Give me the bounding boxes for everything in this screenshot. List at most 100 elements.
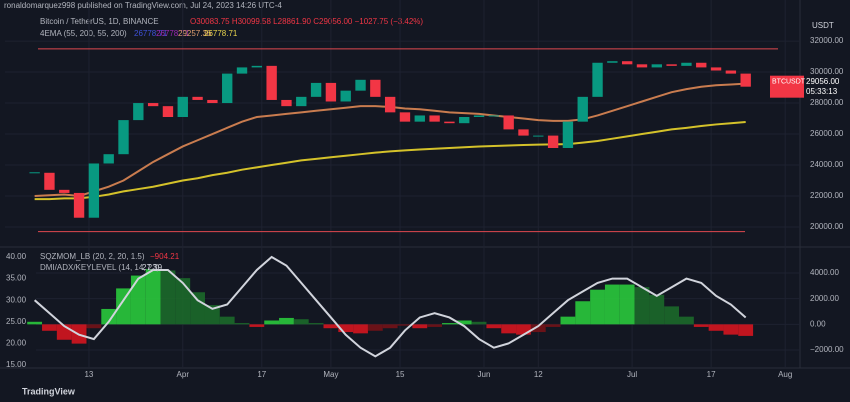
indicator-title: SQZMOM_LB (20, 2, 20, 1.5): [40, 252, 145, 261]
ema-value: 29257.36: [178, 29, 212, 38]
momentum-bar: [279, 317, 294, 325]
candle: [29, 172, 40, 174]
momentum-bar: [338, 324, 354, 333]
candle: [384, 96, 396, 113]
momentum-bar: [530, 324, 546, 333]
momentum-bar: [604, 284, 620, 325]
candle: [651, 64, 662, 68]
candle: [681, 62, 692, 66]
price-tag-symbol: BTCUSDT: [772, 79, 806, 86]
adx-line: [33, 255, 747, 358]
candle: [607, 61, 618, 63]
momentum-bar: [323, 324, 339, 329]
indicator-value: −904.21: [150, 252, 180, 261]
x-tick-label: 12: [534, 370, 543, 379]
x-tick-label: 13: [84, 370, 93, 379]
candle: [414, 115, 425, 122]
y-tick-label: 26000.00: [810, 129, 844, 138]
candle: [103, 154, 114, 164]
candle: [162, 106, 174, 117]
momentum-bar: [679, 316, 694, 325]
candle: [533, 135, 544, 137]
momentum-bar: [249, 324, 265, 327]
momentum-bar: [293, 319, 309, 325]
y-tick-label: 35.00: [6, 274, 27, 283]
momentum-bar: [86, 324, 102, 329]
y-tick-label: 40.00: [6, 252, 27, 261]
candle: [503, 115, 514, 130]
candle: [444, 121, 455, 124]
candle: [473, 115, 485, 117]
momentum-bar: [590, 289, 605, 325]
momentum-bar: [160, 270, 176, 325]
candle: [133, 103, 144, 121]
momentum-bar: [442, 323, 457, 325]
y2-tick-label: 2000.00: [810, 294, 839, 303]
candle: [725, 70, 737, 74]
x-tick-label: May: [323, 370, 338, 379]
momentum-bar: [560, 316, 576, 325]
x-tick-label: 17: [257, 370, 266, 379]
author-line: ronaldomarquez998 published on TradingVi…: [4, 1, 282, 10]
ema-value: 26778.71: [134, 29, 168, 38]
ohlc: O30083.75 H30099.58 L28861.90 C29056.00 …: [190, 17, 423, 26]
x-tick-label: 15: [396, 370, 405, 379]
momentum-bar: [116, 288, 131, 325]
candle: [592, 62, 603, 97]
momentum-bar: [693, 324, 709, 327]
y-tick-label: 25.00: [6, 317, 27, 326]
candle: [666, 64, 677, 66]
momentum-bar: [486, 324, 502, 329]
momentum-bar: [382, 324, 398, 329]
y-tick-label: 22000.00: [810, 191, 844, 200]
momentum-bar: [738, 324, 754, 336]
ema-value: 26778.71: [156, 29, 190, 38]
ema-value: 26778.71: [204, 29, 238, 38]
momentum-bar: [649, 294, 665, 325]
ema-title: 4EMA (55, 200, 55, 200): [40, 29, 127, 38]
momentum-bar: [234, 323, 250, 325]
y-tick-label: 28000.00: [810, 98, 844, 107]
x-tick-label: 17: [707, 370, 716, 379]
candle: [547, 135, 559, 148]
y-tick-label: 24000.00: [810, 160, 844, 169]
candle: [73, 192, 85, 218]
candle: [355, 79, 366, 91]
candle: [696, 62, 707, 68]
brand: TradingView: [22, 386, 76, 396]
candle: [88, 163, 100, 218]
candle: [710, 67, 722, 71]
candle: [251, 65, 263, 68]
momentum-bar: [204, 305, 220, 325]
x-tick-label: Jun: [478, 370, 491, 379]
candle: [740, 73, 751, 87]
candle: [192, 96, 203, 100]
momentum-bar: [427, 324, 443, 327]
y-tick-label: 15.00: [6, 360, 27, 369]
momentum-bar: [145, 269, 161, 325]
momentum-bar: [130, 275, 146, 325]
candle: [488, 115, 500, 117]
x-tick-label: Aug: [778, 370, 792, 379]
momentum-bar: [264, 320, 280, 325]
momentum-bar: [175, 278, 191, 325]
momentum-bar: [367, 324, 383, 331]
candle: [266, 65, 277, 100]
price-tag: [770, 75, 804, 98]
y2-tick-label: 4000.00: [810, 268, 839, 277]
momentum-bar: [397, 324, 413, 326]
momentum-bar: [219, 316, 235, 325]
candle: [370, 79, 381, 97]
indicator-value: 27.39: [142, 263, 163, 272]
y-tick-label: 30.00: [6, 295, 27, 304]
momentum-bar: [501, 324, 517, 334]
candle: [399, 112, 411, 122]
momentum-bar: [190, 292, 205, 325]
momentum-bar: [664, 306, 680, 325]
currency: USDT: [812, 21, 834, 30]
momentum-bar: [619, 284, 635, 325]
candle: [147, 103, 159, 107]
candle: [207, 99, 218, 104]
